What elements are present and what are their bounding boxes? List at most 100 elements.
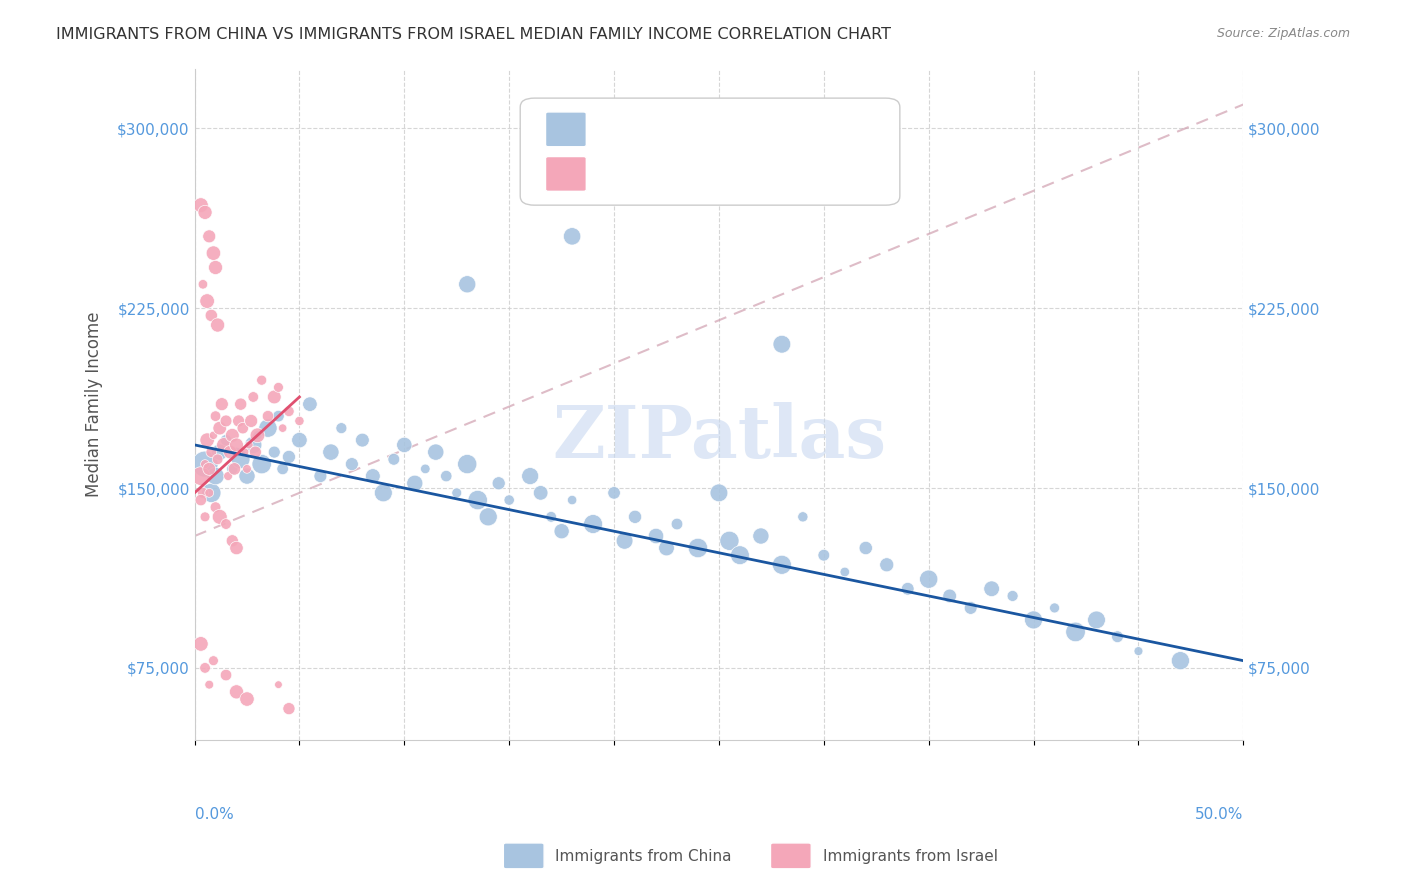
Point	[1107, 630, 1129, 644]
Point	[267, 409, 290, 424]
Point	[613, 533, 636, 548]
Point	[190, 198, 212, 212]
Point	[200, 486, 222, 500]
Point	[561, 229, 583, 244]
Point	[263, 445, 285, 459]
Point	[271, 421, 294, 435]
Point	[225, 445, 247, 459]
Point	[242, 390, 264, 404]
Point	[194, 661, 217, 675]
Text: R = -0.436   N = 75: R = -0.436 N = 75	[598, 122, 748, 136]
Point	[190, 637, 212, 651]
Point	[540, 509, 562, 524]
Point	[194, 509, 217, 524]
Point	[225, 685, 247, 699]
Point	[425, 445, 447, 459]
Y-axis label: Median Family Income: Median Family Income	[86, 311, 103, 497]
Point	[1043, 601, 1066, 615]
Point	[190, 493, 212, 508]
Point	[288, 433, 311, 447]
Text: IMMIGRANTS FROM CHINA VS IMMIGRANTS FROM ISRAEL MEDIAN FAMILY INCOME CORRELATION: IMMIGRANTS FROM CHINA VS IMMIGRANTS FROM…	[56, 27, 891, 42]
Point	[361, 469, 384, 483]
Point	[221, 428, 243, 442]
Point	[250, 373, 273, 387]
Point	[1022, 613, 1045, 627]
Point	[582, 516, 605, 531]
Point	[238, 438, 260, 452]
Point	[278, 450, 301, 464]
Point	[792, 509, 814, 524]
Point	[263, 390, 285, 404]
Point	[257, 409, 280, 424]
Point	[208, 445, 231, 459]
Point	[194, 205, 217, 219]
Point	[728, 548, 751, 562]
Point	[250, 457, 273, 471]
Point	[207, 318, 229, 332]
Point	[236, 469, 259, 483]
Point	[194, 457, 217, 471]
Point	[980, 582, 1002, 596]
Point	[550, 524, 572, 539]
Point	[233, 445, 256, 459]
Point	[876, 558, 898, 572]
Point	[770, 337, 793, 351]
Point	[477, 509, 499, 524]
Point	[718, 533, 741, 548]
Point	[498, 493, 520, 508]
Point	[519, 469, 541, 483]
Text: ZIPatlas: ZIPatlas	[553, 402, 886, 474]
Point	[561, 493, 583, 508]
Point	[686, 541, 709, 555]
Point	[194, 457, 217, 471]
Text: Source: ZipAtlas.com: Source: ZipAtlas.com	[1216, 27, 1350, 40]
Point	[382, 452, 405, 467]
Point	[257, 421, 280, 435]
Point	[278, 404, 301, 418]
Point	[456, 457, 478, 471]
Point	[191, 277, 214, 292]
Point	[749, 529, 772, 543]
Point	[236, 692, 259, 706]
Point	[215, 433, 238, 447]
Point	[232, 421, 254, 435]
Point	[897, 582, 920, 596]
Point	[242, 438, 264, 452]
Point	[603, 486, 626, 500]
Point	[236, 462, 259, 476]
Point	[267, 380, 290, 394]
Point	[309, 469, 332, 483]
Point	[404, 476, 426, 491]
Point	[298, 397, 321, 411]
Point	[319, 445, 342, 459]
Point	[200, 309, 222, 323]
Point	[204, 469, 226, 483]
Point	[1128, 644, 1150, 658]
Point	[488, 476, 510, 491]
Point	[198, 229, 221, 244]
Point	[204, 500, 226, 515]
Point	[202, 654, 225, 668]
Point	[918, 572, 941, 586]
Text: Immigrants from Israel: Immigrants from Israel	[823, 849, 997, 863]
Point	[211, 397, 233, 411]
Point	[207, 452, 229, 467]
Point	[245, 445, 267, 459]
Point	[288, 414, 311, 428]
Point	[198, 678, 221, 692]
Point	[221, 462, 243, 476]
Point	[200, 445, 222, 459]
Point	[666, 516, 689, 531]
Point	[938, 589, 960, 603]
Text: Immigrants from China: Immigrants from China	[555, 849, 733, 863]
Text: R =  0.200   N = 63: R = 0.200 N = 63	[598, 167, 747, 181]
Point	[228, 414, 250, 428]
Point	[204, 260, 226, 275]
Point	[191, 486, 214, 500]
Point	[221, 533, 243, 548]
Point	[530, 486, 553, 500]
Point	[624, 509, 647, 524]
Point	[215, 516, 238, 531]
Point	[229, 452, 252, 467]
Point	[225, 541, 247, 555]
